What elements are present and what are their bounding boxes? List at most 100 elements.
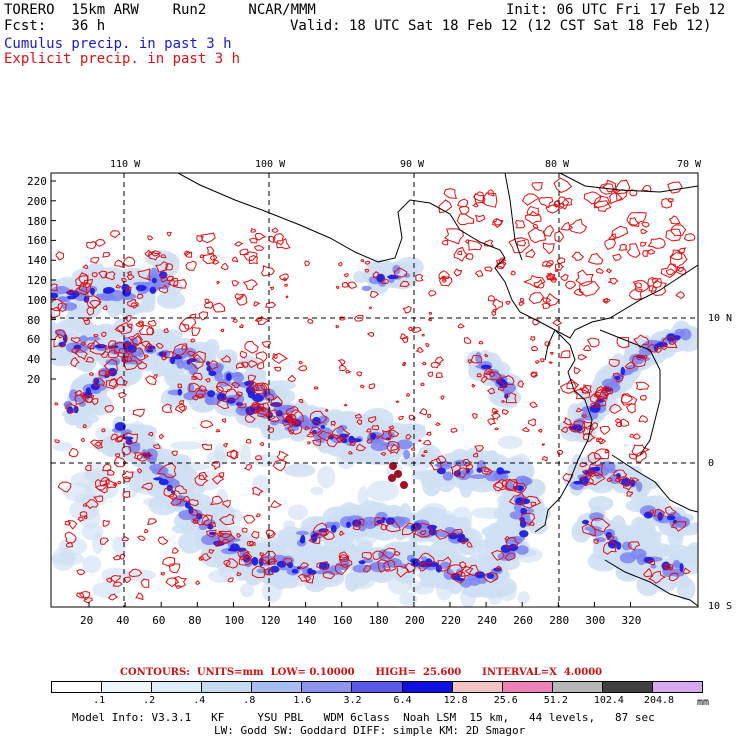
precip-cell bbox=[422, 473, 442, 497]
explicit-contour bbox=[188, 382, 202, 393]
explicit-contour bbox=[152, 374, 158, 380]
explicit-contour bbox=[612, 372, 624, 383]
explicit-contour bbox=[114, 324, 125, 333]
explicit-contour bbox=[167, 277, 179, 287]
precip-cell bbox=[85, 336, 101, 341]
explicit-contour bbox=[104, 404, 115, 413]
explicit-contour bbox=[587, 252, 604, 265]
explicit-contour bbox=[421, 361, 427, 366]
explicit-contour bbox=[465, 252, 474, 260]
precip-cell bbox=[208, 370, 217, 377]
precip-cell bbox=[481, 525, 510, 538]
axis-ticks bbox=[51, 180, 631, 607]
explicit-contour bbox=[172, 279, 187, 289]
precip-cell bbox=[151, 277, 157, 284]
explicit-contour bbox=[195, 580, 201, 586]
explicit-contour bbox=[529, 336, 536, 341]
explicit-contour bbox=[286, 421, 303, 435]
precip-cell bbox=[261, 579, 283, 603]
explicit-contour bbox=[531, 182, 543, 191]
explicit-contour bbox=[488, 371, 496, 378]
explicit-contour bbox=[78, 590, 91, 601]
explicit-contour bbox=[126, 274, 135, 281]
precip-cell bbox=[108, 289, 125, 302]
explicit-contour bbox=[670, 520, 687, 532]
explicit-contour bbox=[125, 341, 131, 347]
explicit-contour bbox=[421, 333, 425, 337]
explicit-contour bbox=[214, 542, 222, 547]
explicit-contour bbox=[604, 238, 616, 251]
explicit-contour bbox=[430, 361, 442, 369]
explicit-contour bbox=[57, 481, 72, 493]
explicit-contour bbox=[629, 288, 643, 301]
explicit-contour bbox=[465, 239, 470, 244]
explicit-contour bbox=[457, 198, 469, 208]
explicit-contour bbox=[483, 367, 493, 376]
lat-lon-grid bbox=[51, 173, 698, 607]
explicit-contour bbox=[73, 282, 88, 296]
colorbar-label: .1 bbox=[93, 695, 106, 706]
explicit-contour bbox=[160, 275, 169, 283]
explicit-contour bbox=[345, 369, 352, 374]
explicit-contour bbox=[420, 454, 425, 457]
explicit-contour bbox=[192, 394, 200, 401]
explicit-contour bbox=[527, 418, 537, 427]
precip-cell bbox=[396, 439, 413, 450]
explicit-contour bbox=[381, 278, 389, 285]
precip-cell bbox=[469, 474, 487, 479]
explicit-contour bbox=[82, 395, 95, 403]
explicit-contour bbox=[593, 385, 609, 399]
explicit-contour bbox=[457, 323, 465, 329]
explicit-contour bbox=[172, 343, 188, 357]
explicit-contour bbox=[135, 322, 145, 328]
explicit-contour bbox=[121, 445, 132, 456]
colorbar-label: 3.2 bbox=[343, 695, 362, 706]
explicit-contour bbox=[635, 282, 642, 289]
explicit-contour bbox=[548, 361, 553, 364]
explicit-contour bbox=[593, 538, 600, 545]
explicit-contour bbox=[199, 553, 212, 562]
explicit-contour bbox=[147, 319, 157, 327]
explicit-contour bbox=[251, 530, 260, 539]
explicit-precip-contours bbox=[51, 177, 696, 604]
explicit-contour bbox=[255, 315, 270, 326]
colorbar-label: 25.6 bbox=[493, 695, 518, 706]
explicit-contour bbox=[593, 200, 612, 212]
colorbar-label: 204.8 bbox=[643, 695, 675, 706]
explicit-contour bbox=[653, 508, 665, 517]
explicit-contour bbox=[669, 252, 688, 268]
explicit-contour bbox=[204, 298, 210, 304]
explicit-contour bbox=[623, 483, 633, 491]
explicit-contour bbox=[197, 393, 205, 399]
explicit-contour bbox=[166, 231, 172, 237]
precip-cell bbox=[630, 479, 636, 487]
explicit-contour bbox=[455, 467, 468, 479]
precip-cell bbox=[153, 477, 163, 481]
explicit-contour bbox=[639, 394, 647, 401]
explicit-contour bbox=[486, 387, 496, 395]
explicit-contour bbox=[394, 550, 401, 556]
precip-cell bbox=[225, 372, 232, 381]
explicit-contour bbox=[163, 327, 170, 334]
explicit-contour bbox=[612, 253, 622, 261]
explicit-contour bbox=[380, 523, 388, 531]
map-frame bbox=[50, 172, 699, 608]
explicit-contour bbox=[493, 481, 505, 492]
explicit-contour bbox=[271, 352, 289, 365]
explicit-contour bbox=[122, 256, 136, 267]
explicit-contour bbox=[272, 459, 287, 472]
y-tick-label: 120 bbox=[27, 274, 47, 287]
x-tick-label: 160 bbox=[332, 614, 353, 627]
precip-cell bbox=[392, 264, 401, 275]
explicit-contour bbox=[564, 280, 577, 290]
precip-cell bbox=[164, 329, 183, 341]
explicit-contour bbox=[227, 577, 234, 583]
precip-cell bbox=[678, 575, 692, 588]
precip-cell bbox=[194, 470, 223, 491]
explicit-contour bbox=[587, 471, 606, 486]
colorbar-label: 102.4 bbox=[593, 695, 624, 706]
explicit-contour bbox=[483, 571, 499, 583]
precip-cell bbox=[68, 413, 100, 425]
explicit-contour bbox=[104, 271, 116, 281]
explicit-contour bbox=[532, 223, 539, 229]
